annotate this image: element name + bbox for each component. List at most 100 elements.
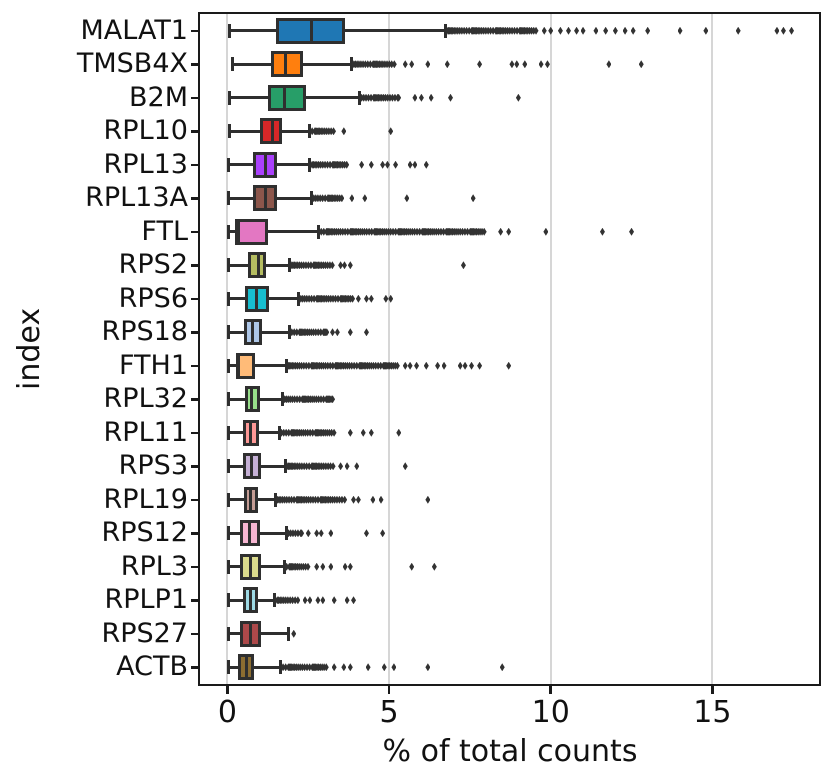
outlier-MALAT1 [622,26,628,35]
outlier-RPS18 [315,328,321,337]
box-FTL [234,218,268,245]
outlier-RPL13 [324,160,330,169]
outlier-RPS6 [383,294,389,303]
outlier-MALAT1 [735,26,741,35]
outlier-ACTB [283,663,289,672]
whisker-cap-low-B2M [227,90,231,105]
box-B2M [268,84,306,111]
outlier-FTH1 [327,361,333,370]
median-RPL32 [250,386,254,413]
median-MALAT1 [310,17,314,44]
y-tick-FTL [191,230,198,233]
outlier-ACTB [499,663,505,672]
outlier-RPS12 [292,529,298,538]
outlier-RPS6 [363,294,369,303]
y-tick-label-RPS27: RPS27 [101,617,188,649]
x-tick-5 [387,686,391,694]
outlier-RPL10 [388,127,394,136]
median-RPL3 [249,553,253,580]
y-tick-label-RPLP1: RPLP1 [104,584,188,616]
outlier-MALAT1 [593,26,599,35]
outlier-RPS18 [324,328,330,337]
outlier-RPS2 [341,261,347,270]
outlier-ACTB [331,663,337,672]
median-FTL [237,218,241,245]
outlier-TMSB4X [606,60,612,69]
outlier-MALAT1 [580,26,586,35]
outlier-RPS18 [291,328,297,337]
outlier-TMSB4X [391,60,397,69]
outlier-FTH1 [457,361,463,370]
x-axis-label: % of total counts [382,734,638,769]
outlier-RPS18 [330,328,336,337]
outlier-RPS6 [388,294,394,303]
y-tick-label-ACTB: ACTB [116,651,188,683]
outlier-RPL19 [342,495,348,504]
outlier-RPS12 [380,529,386,538]
outlier-ACTB [425,663,431,672]
y-tick-label-RPS18: RPS18 [101,316,188,348]
whisker-cap-low-RPS27 [226,626,230,641]
outlier-RPS6 [368,294,374,303]
outlier-RPS2 [347,261,353,270]
outlier-RPL3 [342,562,348,571]
outlier-RPL13 [359,160,365,169]
y-tick-label-RPS2: RPS2 [118,249,188,281]
outlier-RPL10 [309,127,315,136]
outlier-TMSB4X [477,60,483,69]
outlier-FTH1 [306,361,312,370]
outlier-FTH1 [303,361,309,370]
outlier-FTL [599,227,605,236]
outlier-FTL [629,227,635,236]
median-RPS18 [251,319,255,346]
outlier-B2M [389,93,395,102]
outlier-MALAT1 [541,26,547,35]
outlier-RPS6 [309,294,315,303]
outlier-RPS3 [330,462,336,471]
outlier-FTL [464,227,470,236]
whisker-cap-low-RPL32 [226,392,230,407]
gridline-15 [711,14,714,684]
outlier-RPL3 [409,562,415,571]
outlier-RPL13 [384,160,390,169]
y-tick-label-RPL13: RPL13 [103,148,188,180]
outlier-MALAT1 [574,26,580,35]
outlier-MALAT1 [511,26,517,35]
outlier-FTL [441,227,447,236]
y-tick-RPL10 [191,130,198,133]
outlier-RPS6 [350,294,356,303]
outlier-RPL3 [320,562,326,571]
outlier-RPS3 [402,462,408,471]
y-tick-RPL32 [191,398,198,401]
outlier-RPS2 [305,261,311,270]
outlier-RPS6 [332,294,338,303]
outlier-B2M [515,93,521,102]
outlier-FTL [438,227,444,236]
outlier-RPLP1 [331,596,337,605]
y-tick-RPLP1 [191,599,198,602]
outlier-RPL19 [291,495,297,504]
gridline-0 [226,14,229,684]
whisker-cap-low-FTL [226,224,230,239]
outlier-FTH1 [414,361,420,370]
y-tick-label-RPS3: RPS3 [118,450,188,482]
y-tick-label-FTH1: FTH1 [118,349,188,381]
outlier-RPS6 [311,294,317,303]
outlier-RPL32 [297,395,303,404]
outlier-RPL32 [294,395,300,404]
outlier-RPL19 [288,495,294,504]
outlier-RPLP1 [302,596,308,605]
median-FTH1 [237,352,241,379]
outlier-FTL [462,227,468,236]
outlier-TMSB4X [389,60,395,69]
outlier-FTL [481,227,487,236]
y-tick-label-RPL11: RPL11 [103,416,188,448]
outlier-RPL13A [339,194,345,203]
whisker-cap-low-FTH1 [226,358,230,373]
outlier-MALAT1 [603,26,609,35]
y-tick-label-RPS6: RPS6 [118,282,188,314]
outlier-RPL19 [355,495,361,504]
outlier-MALAT1 [514,26,520,35]
whisker-cap-low-RPLP1 [226,593,230,608]
y-tick-label-RPL19: RPL19 [103,483,188,515]
